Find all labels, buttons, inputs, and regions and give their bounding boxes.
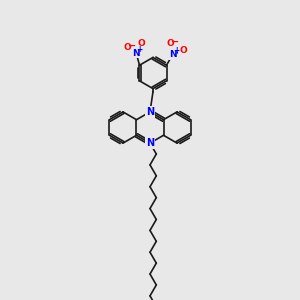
Text: +: + (173, 46, 179, 55)
Text: N: N (169, 50, 177, 59)
Text: O: O (179, 46, 187, 56)
Text: O: O (167, 39, 174, 48)
Text: O: O (137, 39, 145, 48)
Text: +: + (137, 45, 143, 54)
Text: −: − (128, 40, 136, 50)
Text: N: N (146, 138, 154, 148)
Text: O: O (123, 43, 131, 52)
Text: −: − (171, 37, 179, 47)
Text: N: N (132, 49, 140, 58)
Text: N: N (146, 107, 154, 117)
